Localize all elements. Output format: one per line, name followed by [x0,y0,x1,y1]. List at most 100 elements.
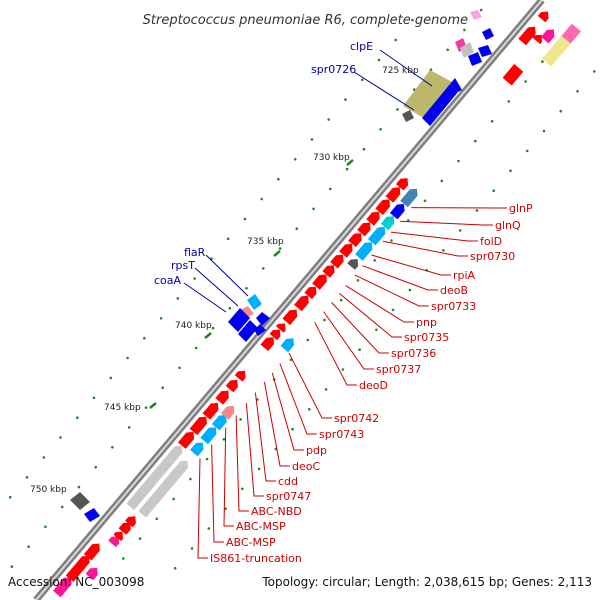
gene-feature[interactable] [189,416,207,436]
gene-label[interactable]: ABC-MSP [226,536,276,549]
gene-feature[interactable] [108,536,120,548]
gene-label[interactable]: folD [480,235,502,248]
gene-feature[interactable] [460,42,474,58]
gene-label[interactable]: spr0726 [311,63,356,76]
gene-label[interactable]: glnP [509,202,533,215]
gene-feature[interactable] [304,286,317,300]
gene-feature[interactable] [280,338,295,353]
gene-feature[interactable] [202,402,219,420]
gene-feature[interactable] [532,34,543,45]
gene-feature[interactable] [53,577,72,598]
gene-feature[interactable] [367,226,386,246]
position-dot [257,467,261,471]
gene-feature[interactable] [126,445,183,511]
gene-label[interactable]: rpsT [171,259,195,272]
gene-feature[interactable] [118,522,131,535]
gene-feature[interactable] [221,405,235,420]
gene-feature[interactable] [294,295,309,312]
gene-feature[interactable] [234,370,246,382]
gene-feature[interactable] [228,308,250,332]
gene-feature[interactable] [561,23,581,44]
gene-feature[interactable] [256,312,270,326]
gene-feature[interactable] [339,243,353,258]
gene-feature[interactable] [355,242,373,261]
gene-feature[interactable] [85,567,98,581]
gene-feature[interactable] [482,28,494,40]
gene-label[interactable]: deoC [292,460,320,473]
gene-label[interactable]: flaR [184,246,206,259]
gene-feature[interactable] [542,35,571,67]
gene-feature[interactable] [468,52,482,66]
gene-feature[interactable] [330,254,344,269]
gene-feature[interactable] [322,265,335,278]
gene-feature[interactable] [138,460,188,518]
gene-feature[interactable] [389,204,405,220]
gene-label[interactable]: spr0730 [470,250,515,263]
position-dot [341,368,345,371]
gene-feature[interactable] [240,306,254,318]
gene-feature[interactable] [65,555,90,582]
gene-feature[interactable] [70,492,90,510]
position-dot [475,209,479,212]
gene-label[interactable]: spr0736 [391,347,436,360]
gene-feature[interactable] [502,64,524,86]
gene-label[interactable]: spr0743 [319,428,364,441]
gene-label[interactable]: pdp [306,444,327,457]
gene-feature[interactable] [225,379,238,393]
gene-feature[interactable] [211,414,227,431]
gene-feature[interactable] [282,309,298,326]
gene-feature[interactable] [200,427,217,445]
gene-feature[interactable] [125,516,136,528]
gene-feature[interactable] [518,26,536,46]
gene-feature[interactable] [276,323,286,333]
gene-feature[interactable] [260,337,275,351]
gene-feature[interactable] [422,84,458,126]
gene-feature[interactable] [83,543,100,561]
gene-feature[interactable] [403,70,452,118]
gene-feature[interactable] [312,274,327,290]
gene-feature[interactable] [178,431,194,449]
gene-feature[interactable] [400,188,418,208]
gene-label[interactable]: ABC-NBD [251,505,302,518]
gene-feature[interactable] [450,78,462,92]
gene-feature[interactable] [380,216,395,231]
gene-feature[interactable] [478,45,492,57]
gene-feature[interactable] [357,222,371,237]
gene-feature[interactable] [190,442,204,457]
gene-label[interactable]: glnQ [495,219,521,232]
gene-label[interactable]: deoB [440,284,468,297]
gene-feature[interactable] [537,11,549,23]
gene-feature[interactable] [385,187,401,203]
gene-feature[interactable] [238,320,258,342]
gene-feature[interactable] [402,110,414,122]
gene-label[interactable]: spr0737 [376,363,421,376]
gene-feature[interactable] [348,233,362,248]
gene-label[interactable]: clpE [350,40,373,53]
gene-label[interactable]: coaA [154,274,182,287]
gene-feature[interactable] [395,178,409,191]
position-dot [312,207,315,211]
label-leader [345,285,414,323]
position-dot [155,517,159,521]
gene-label[interactable]: IS861-truncation [210,552,302,565]
gene-feature[interactable] [375,199,390,216]
gene-label[interactable]: rpiA [453,269,476,282]
gene-label[interactable]: pnp [416,316,437,329]
gene-label[interactable]: deoD [359,379,388,392]
gene-feature[interactable] [84,508,100,522]
gene-label[interactable]: spr0742 [334,412,379,425]
gene-label[interactable]: cdd [278,475,298,488]
gene-feature[interactable] [347,259,359,270]
gene-feature[interactable] [247,294,262,310]
gene-feature[interactable] [541,29,555,44]
gene-feature[interactable] [269,329,281,341]
gene-feature[interactable] [113,531,124,541]
gene-feature[interactable] [366,211,380,226]
gene-feature[interactable] [470,10,482,20]
gene-feature[interactable] [254,324,266,336]
gene-label[interactable]: spr0747 [266,490,311,503]
gene-label[interactable]: spr0733 [431,300,476,313]
gene-label[interactable]: spr0735 [404,331,449,344]
gene-feature[interactable] [215,390,229,405]
gene-label[interactable]: ABC-MSP [236,520,286,533]
